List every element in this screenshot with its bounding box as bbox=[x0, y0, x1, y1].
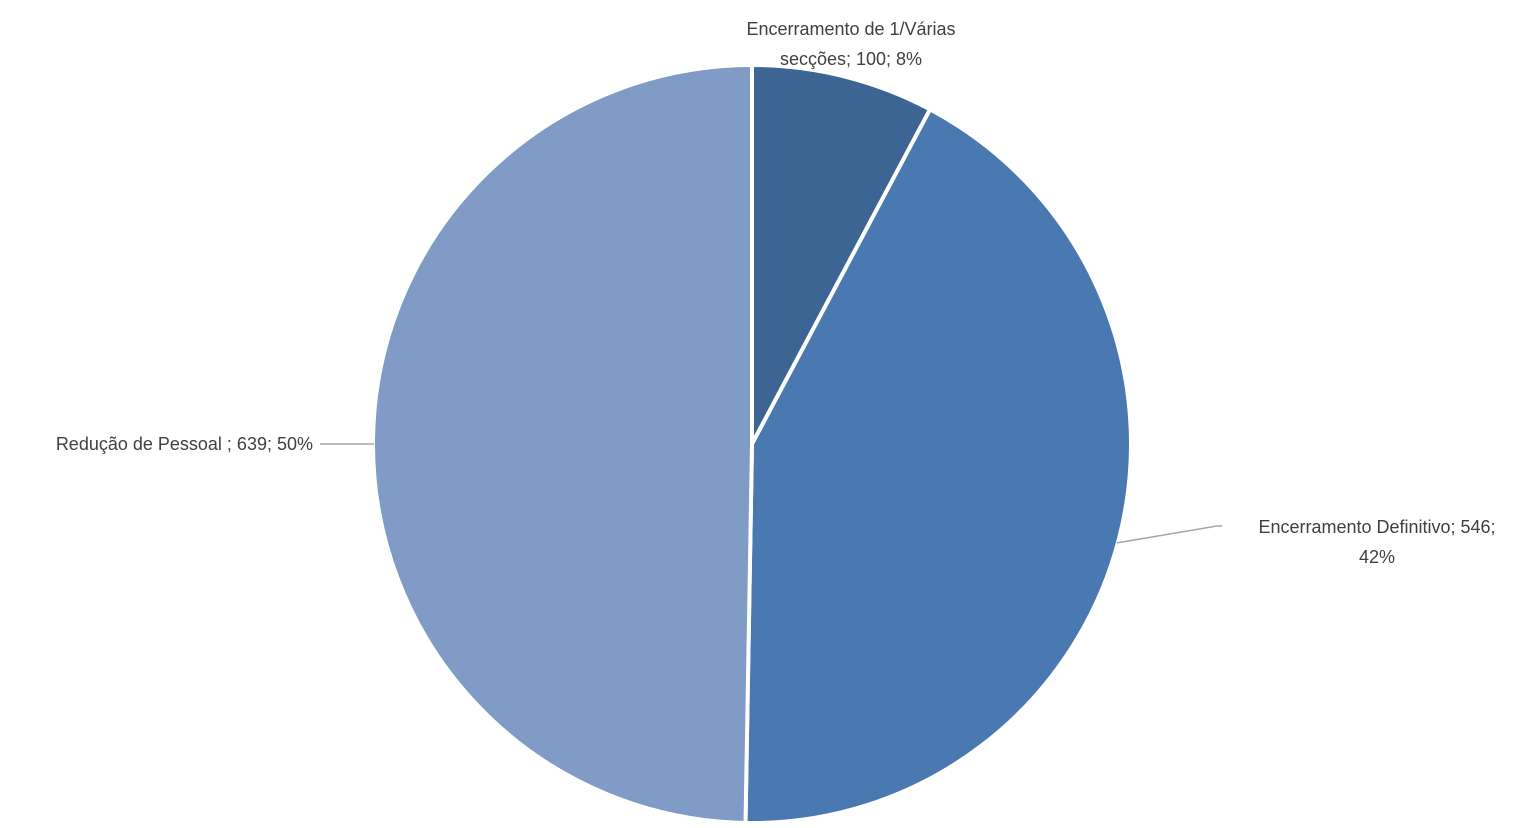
pie-slice-2 bbox=[743, 107, 1133, 825]
data-label-2-line-1: Encerramento Definitivo; 546; bbox=[1258, 517, 1495, 537]
data-labels: Encerramento de 1/Várias secções; 100; 8%… bbox=[56, 19, 1496, 567]
data-label-2: Encerramento Definitivo; 546; 42% bbox=[1258, 517, 1495, 567]
pie-slice-3 bbox=[371, 63, 754, 825]
data-label-1: Encerramento de 1/Várias secções; 100; 8% bbox=[746, 19, 955, 69]
data-label-2-line-2: 42% bbox=[1359, 547, 1395, 567]
data-label-3-line-1: Redução de Pessoal ; 639; 50% bbox=[56, 434, 313, 454]
pie-slices bbox=[371, 63, 1133, 825]
leader-line-2 bbox=[1116, 525, 1222, 544]
leader-lines bbox=[320, 443, 1222, 544]
pie-slice-1 bbox=[750, 63, 933, 446]
data-label-1-line-1: Encerramento de 1/Várias bbox=[746, 19, 955, 39]
data-label-3: Redução de Pessoal ; 639; 50% bbox=[56, 434, 313, 454]
data-label-1-line-2: secções; 100; 8% bbox=[780, 49, 922, 69]
